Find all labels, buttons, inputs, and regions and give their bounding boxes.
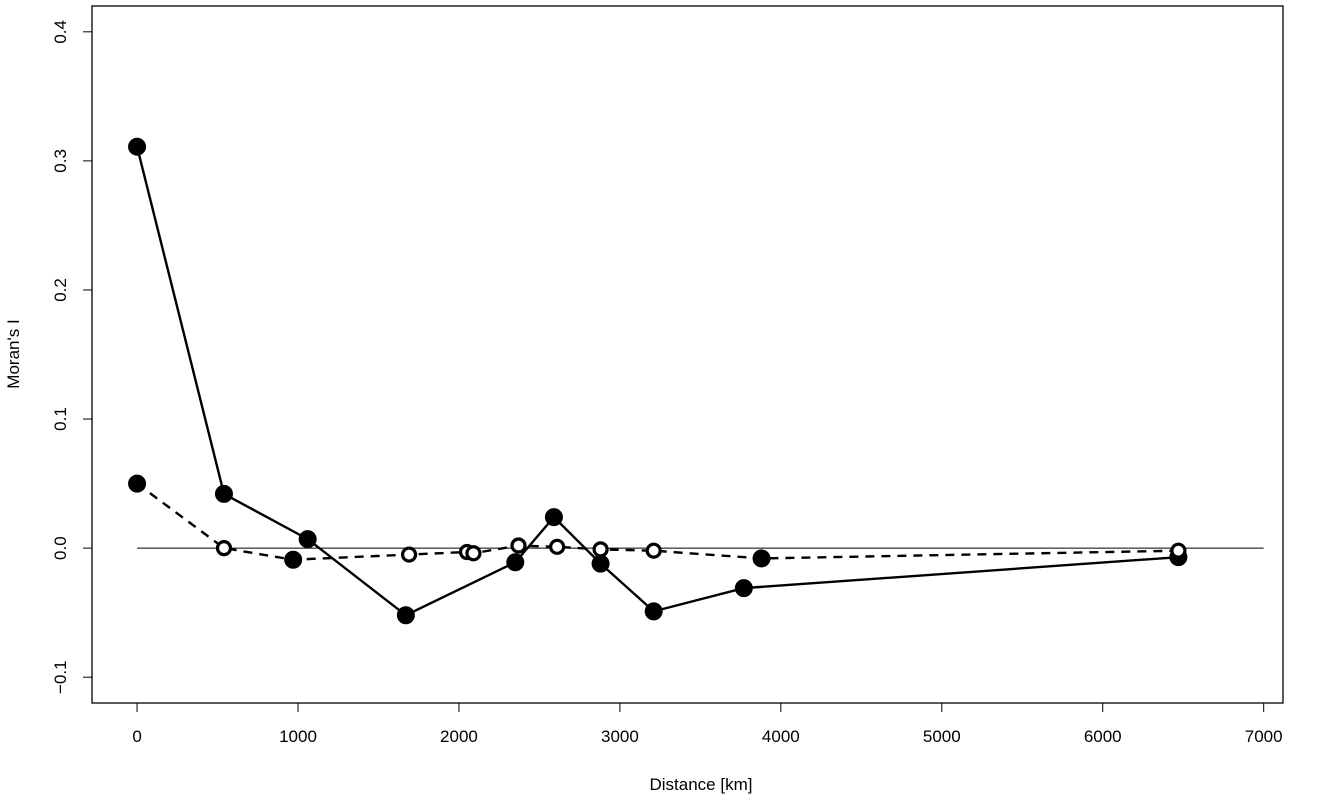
x-axis-label: Distance [km] — [650, 775, 753, 794]
plot-frame — [91, 5, 1284, 704]
y-tick-label: 0.4 — [51, 20, 70, 44]
series-1-point — [734, 579, 753, 598]
series-1-point — [544, 508, 563, 527]
series-2-point — [549, 538, 566, 555]
series-2-point — [284, 550, 303, 569]
x-tick-label: 7000 — [1245, 727, 1283, 746]
series-1-point — [128, 137, 147, 156]
x-tick-label: 5000 — [923, 727, 961, 746]
series-line-2 — [136, 482, 1179, 561]
series-2-point — [592, 541, 609, 558]
series-1-point — [214, 484, 233, 503]
series-2-point — [128, 474, 147, 493]
series-layer — [128, 137, 1188, 625]
x-tick-label: 3000 — [601, 727, 639, 746]
series-2-point — [645, 542, 662, 559]
y-axis-label: Moran's I — [4, 319, 23, 388]
x-tick-label: 2000 — [440, 727, 478, 746]
series-1-point — [396, 606, 415, 625]
series-2-point — [510, 537, 527, 554]
y-tick-label: −0.1 — [51, 660, 70, 694]
series-2-point — [465, 545, 482, 562]
x-tick-label: 4000 — [762, 727, 800, 746]
x-tick-label: 1000 — [279, 727, 317, 746]
x-axis: 0 1000 2000 3000 4000 5000 6000 7000 — [132, 703, 1283, 746]
x-tick-label: 0 — [132, 727, 141, 746]
series-2-point — [752, 549, 771, 568]
series-1-point — [298, 530, 317, 549]
y-tick-label: 0.0 — [51, 536, 70, 560]
series-1-point — [644, 602, 663, 621]
series-1-point — [591, 554, 610, 573]
series-line-1 — [135, 146, 1179, 617]
y-axis: −0.1 0.0 0.1 0.2 0.3 0.4 — [51, 20, 92, 694]
series-2-point — [215, 540, 233, 557]
series-2-point — [1170, 542, 1187, 559]
y-tick-label: 0.3 — [51, 149, 70, 173]
x-tick-label: 6000 — [1084, 727, 1122, 746]
series-2-point — [400, 546, 418, 563]
y-tick-label: 0.1 — [51, 407, 70, 431]
series-1-point — [506, 553, 525, 572]
y-tick-label: 0.2 — [51, 278, 70, 302]
